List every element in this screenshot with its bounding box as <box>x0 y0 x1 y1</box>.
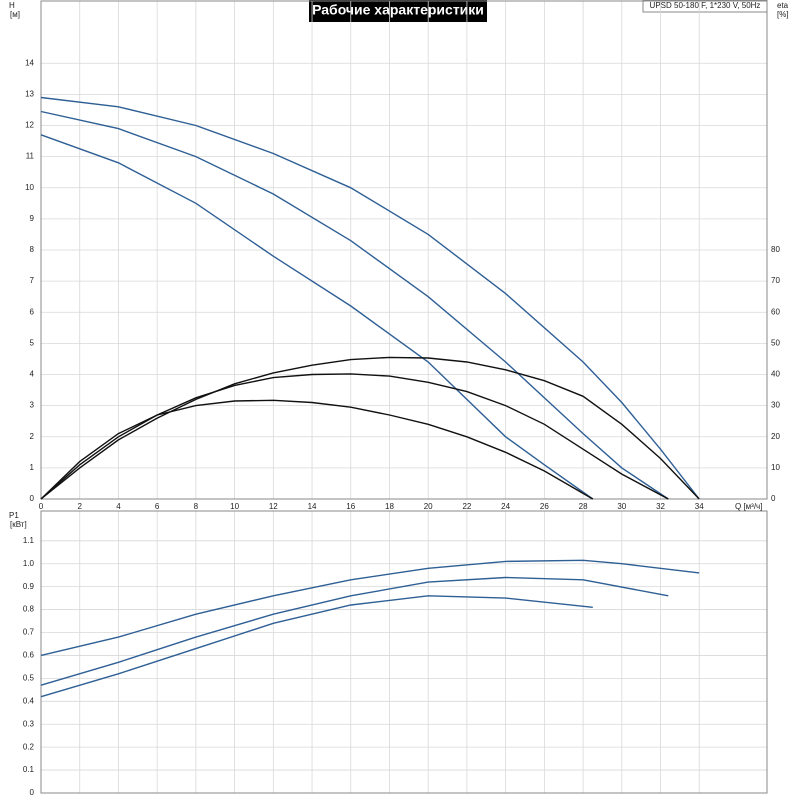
x-tick-label: 20 <box>424 502 433 511</box>
x-tick-label: 28 <box>579 502 588 511</box>
y-tick-label: 0.2 <box>23 742 35 751</box>
y-tick-label: 8 <box>30 245 35 254</box>
y-axis-label: H <box>9 1 15 10</box>
y-tick-label: 0.8 <box>23 605 35 614</box>
y-tick-label: 0.1 <box>23 765 35 774</box>
x-tick-label: 4 <box>116 502 121 511</box>
y-tick-label: 10 <box>25 183 34 192</box>
y2-tick-label: 40 <box>771 370 780 379</box>
x-tick-label: 2 <box>77 502 82 511</box>
y-tick-label: 0.5 <box>23 673 35 682</box>
y-tick-label: 0.9 <box>23 582 35 591</box>
y-tick-label: 14 <box>25 58 34 67</box>
title-bg <box>309 0 487 22</box>
x-tick-label: 6 <box>155 502 160 511</box>
y2-tick-label: 20 <box>771 432 780 441</box>
x-tick-label: 12 <box>269 502 278 511</box>
x-tick-label: 24 <box>501 502 510 511</box>
y-tick-label: 0.6 <box>23 651 35 660</box>
y2-tick-label: 70 <box>771 276 780 285</box>
y-axis-label: [м] <box>10 10 20 19</box>
y-axis-label: P1 <box>9 511 19 520</box>
y2-axis-label: [%] <box>777 10 789 19</box>
chart-title: Рабочие характеристики <box>312 2 484 18</box>
annotation: UPSD 50-180 F, 1*230 V, 50Hz <box>650 1 761 10</box>
y-tick-label: 0 <box>30 494 35 503</box>
y-tick-label: 0.4 <box>23 696 35 705</box>
y-tick-label: 7 <box>30 276 35 285</box>
y2-tick-label: 80 <box>771 245 780 254</box>
x-axis-label: Q [м³/ч] <box>735 502 762 511</box>
y-tick-label: 1.1 <box>23 536 35 545</box>
curve <box>40 595 593 698</box>
y-tick-label: 5 <box>30 338 35 347</box>
y-tick-label: 1 <box>30 463 35 472</box>
curve <box>40 576 669 686</box>
y-tick-label: 3 <box>30 401 35 410</box>
y-tick-label: 2 <box>30 432 35 441</box>
y2-tick-label: 30 <box>771 401 780 410</box>
curve <box>40 110 669 500</box>
y-tick-label: 12 <box>25 121 34 130</box>
y2-tick-label: 10 <box>771 463 780 472</box>
curve <box>40 134 594 500</box>
x-tick-label: 18 <box>385 502 394 511</box>
y-tick-label: 4 <box>30 370 35 379</box>
y-axis-label: [кВт] <box>10 520 27 529</box>
x-tick-label: 32 <box>656 502 665 511</box>
y-tick-label: 13 <box>25 89 34 98</box>
y2-tick-label: 60 <box>771 307 780 316</box>
x-tick-label: 22 <box>462 502 471 511</box>
y-tick-label: 6 <box>30 307 35 316</box>
x-tick-label: 30 <box>617 502 626 511</box>
y-tick-label: 0.3 <box>23 719 35 728</box>
x-tick-label: 10 <box>230 502 239 511</box>
y-tick-label: 1.0 <box>23 559 35 568</box>
y-tick-label: 0 <box>30 788 35 797</box>
curve <box>40 356 700 500</box>
x-tick-label: 34 <box>695 502 704 511</box>
y-tick-label: 9 <box>30 214 35 223</box>
curve <box>40 96 700 500</box>
curve <box>40 559 700 657</box>
y2-tick-label: 0 <box>771 494 776 503</box>
x-tick-label: 14 <box>308 502 317 511</box>
y2-tick-label: 50 <box>771 338 780 347</box>
x-tick-label: 8 <box>194 502 199 511</box>
curve <box>40 373 669 500</box>
y2-axis-label: eta <box>777 1 789 10</box>
plot-frame <box>40 0 768 500</box>
y-tick-label: 0.7 <box>23 628 35 637</box>
x-tick-label: 16 <box>346 502 355 511</box>
curve <box>40 399 594 500</box>
x-tick-label: 0 <box>39 502 44 511</box>
y-tick-label: 11 <box>26 152 35 161</box>
plot-frame <box>40 510 768 794</box>
x-tick-label: 26 <box>540 502 549 511</box>
